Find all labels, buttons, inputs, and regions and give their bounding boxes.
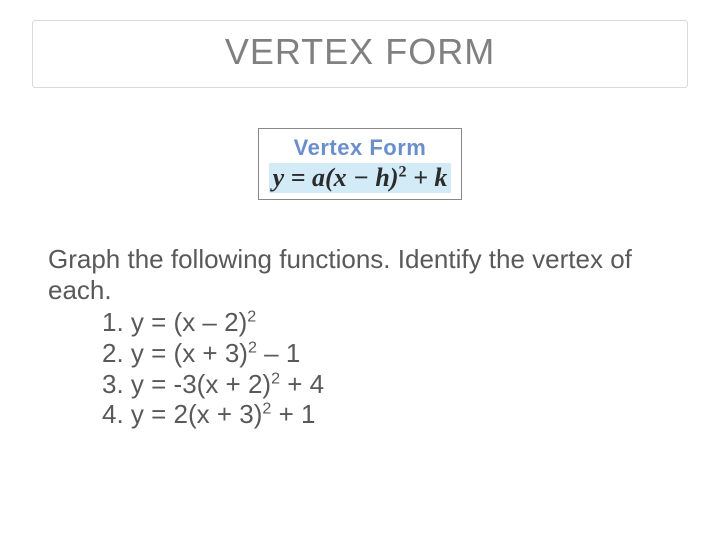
instructions: Graph the following functions. Identify …	[48, 244, 672, 305]
list-item: 1. y = (x – 2)2	[102, 307, 672, 338]
formula-equation: y = a(x − h)2 + k	[269, 163, 452, 193]
body-text: Graph the following functions. Identify …	[48, 244, 672, 430]
formula-card: Vertex Form y = a(x − h)2 + k	[258, 128, 463, 200]
list-item: 2. y = (x + 3)2 – 1	[102, 338, 672, 369]
page-title: VERTEX FORM	[33, 31, 687, 73]
formula-container: Vertex Form y = a(x − h)2 + k	[28, 128, 692, 200]
title-box: VERTEX FORM	[32, 20, 688, 88]
list-item: 3. y = -3(x + 2)2 + 4	[102, 369, 672, 400]
slide: VERTEX FORM Vertex Form y = a(x − h)2 + …	[0, 0, 720, 540]
formula-label: Vertex Form	[269, 135, 452, 161]
list-item: 4. y = 2(x + 3)2 + 1	[102, 399, 672, 430]
